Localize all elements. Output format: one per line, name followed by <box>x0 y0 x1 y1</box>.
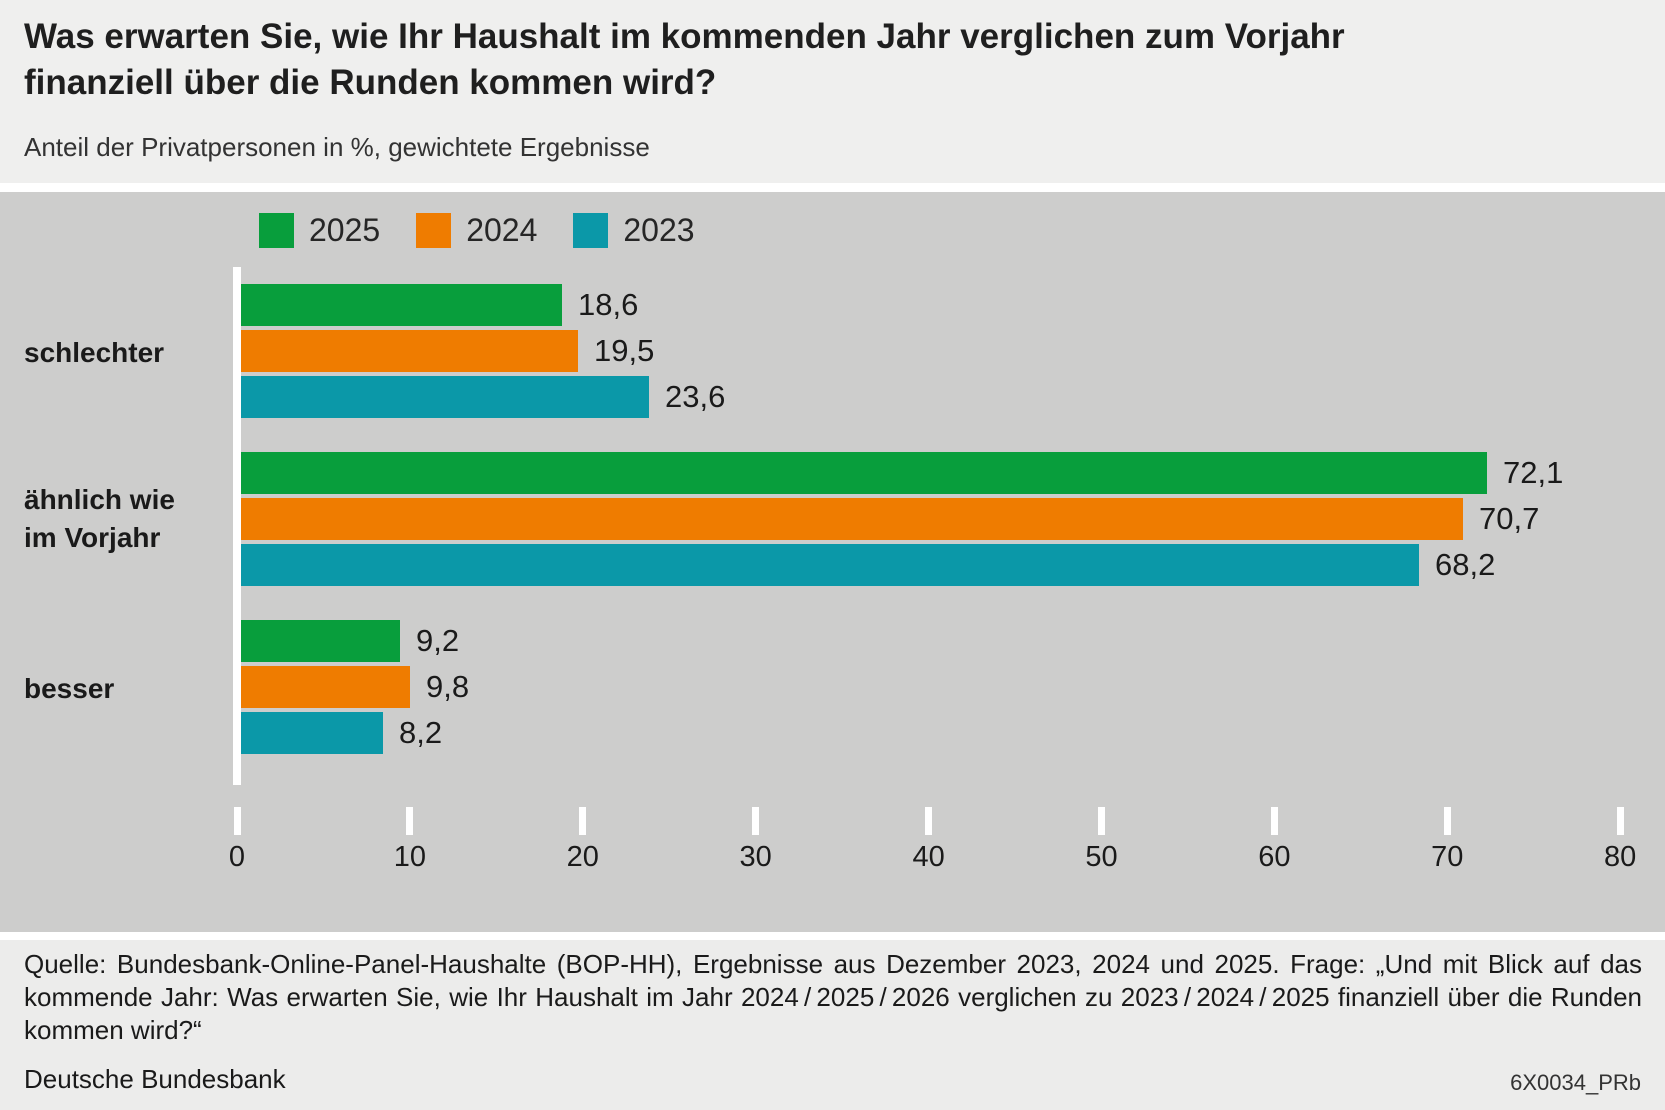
y-axis-line <box>233 267 241 785</box>
source-note: Quelle: Bundesbank-Online-Panel-Haushalt… <box>24 949 1642 1045</box>
bar-2023-schlechter <box>241 376 649 418</box>
x-axis-tick <box>233 807 241 835</box>
footer: Quelle: Bundesbank-Online-Panel-Haushalt… <box>0 940 1665 1110</box>
x-axis-tick <box>579 807 587 835</box>
figure-code: 6X0034_PRb <box>1510 1070 1641 1095</box>
x-axis-tick <box>925 807 933 835</box>
x-axis-tick-label: 40 <box>912 841 945 873</box>
bar-value-label: 70,7 <box>1479 501 1540 536</box>
x-axis-tick <box>1270 807 1278 835</box>
chart-subtitle: Anteil der Privatpersonen in %, gewichte… <box>24 132 650 162</box>
x-axis-tick <box>752 807 760 835</box>
bar-value-label: 68,2 <box>1435 547 1496 582</box>
bar-2024-ähnlich wie <box>241 498 1463 540</box>
bar-value-label: 23,6 <box>665 379 726 414</box>
chart-legend: 2025 2024 2023 <box>259 212 731 249</box>
x-axis-tick-label: 10 <box>393 841 427 873</box>
x-axis-tick <box>1098 807 1105 835</box>
legend-item-2024: 2024 <box>416 212 537 249</box>
bar-2023-ähnlich wie <box>241 544 1419 586</box>
bar-value-label: 9,2 <box>416 623 460 658</box>
publisher-name: Deutsche Bundesbank <box>24 1064 286 1094</box>
legend-label-2024: 2024 <box>466 212 538 248</box>
bar-value-label: 9,8 <box>426 669 470 704</box>
legend-swatch-2023 <box>573 213 609 248</box>
bar-2025-besser <box>241 620 400 662</box>
legend-label-2023: 2023 <box>623 212 695 248</box>
category-label: besser <box>24 673 115 704</box>
x-axis-tick-label: 30 <box>739 841 772 873</box>
chart-panel: 2025 2024 2023 schlechter 18,6 19,5 23,6 ähn… <box>0 192 1665 932</box>
bar-2024-schlechter <box>241 330 578 372</box>
category-label: schlechter <box>24 337 165 368</box>
x-axis-tick <box>1616 807 1624 835</box>
bar-2023-besser <box>241 712 383 754</box>
x-axis-tick <box>1443 807 1451 835</box>
x-axis-tick-label: 0 <box>228 841 246 873</box>
x-axis-tick-label: 60 <box>1258 841 1291 873</box>
x-axis-tick-label: 20 <box>566 841 599 873</box>
legend-item-2025: 2025 <box>259 212 380 249</box>
bar-2025-schlechter <box>241 284 562 326</box>
page-title: Was erwarten Sie, wie Ihr Haushalt im ko… <box>24 14 1624 106</box>
bar-2024-besser <box>241 666 410 708</box>
x-axis-tick-label: 50 <box>1085 841 1118 873</box>
legend-swatch-2024 <box>416 213 452 248</box>
title-line-1: Was erwarten Sie, wie Ihr Haushalt im ko… <box>24 17 1345 56</box>
x-axis-tick <box>406 807 414 835</box>
x-axis-tick-label: 80 <box>1604 841 1637 873</box>
bar-value-label: 19,5 <box>594 333 655 368</box>
legend-label-2025: 2025 <box>309 212 381 248</box>
legend-swatch-2025 <box>259 213 294 248</box>
header: Was erwarten Sie, wie Ihr Haushalt im ko… <box>0 0 1665 183</box>
bar-value-label: 72,1 <box>1503 455 1564 490</box>
category-label: ähnlich wie im Vorjahr <box>24 484 175 553</box>
bar-value-label: 8,2 <box>399 715 443 750</box>
title-line-2: finanziell über die Runden kommen wird? <box>24 63 717 102</box>
x-axis-tick-label: 70 <box>1431 841 1464 873</box>
legend-item-2023: 2023 <box>573 212 695 249</box>
bar-value-label: 18,6 <box>578 287 639 322</box>
bar-2025-ähnlich wie <box>241 452 1487 494</box>
